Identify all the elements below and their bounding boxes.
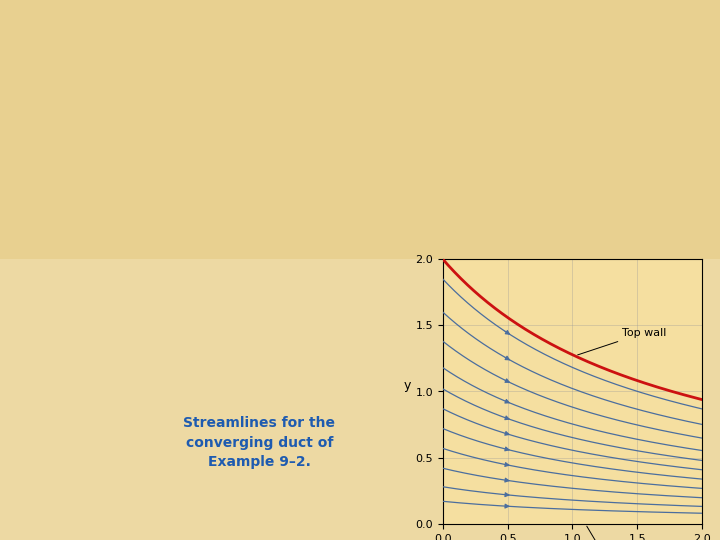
Text: Streamlines for the
converging duct of
Example 9–2.: Streamlines for the converging duct of E…	[183, 416, 336, 469]
Y-axis label: y: y	[403, 379, 410, 392]
Text: Top wall: Top wall	[577, 328, 666, 355]
Text: Bottom wall: Bottom wall	[572, 526, 639, 540]
